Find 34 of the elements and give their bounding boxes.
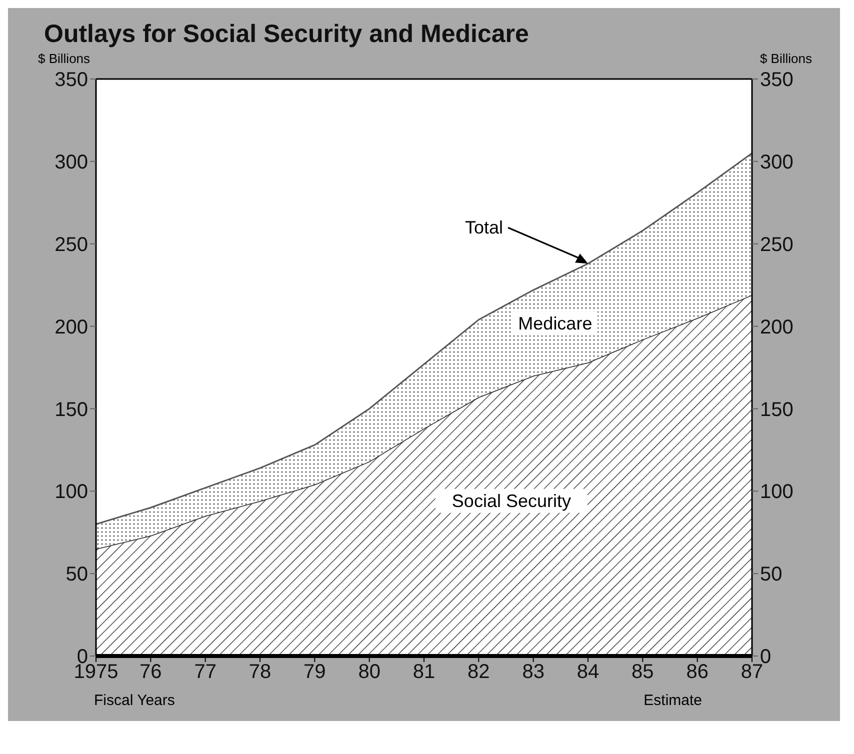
- text: Estimate: [644, 692, 702, 709]
- y-tick-label: 150: [54, 398, 88, 421]
- y-axis-title: $ Billions: [38, 51, 90, 66]
- x-tick-label: 78: [248, 661, 272, 684]
- y-tick-label: 350: [54, 69, 88, 92]
- x-tick-label: 79: [304, 661, 326, 684]
- x-tick-label: 86: [686, 661, 708, 684]
- y2-tick-label: 350: [760, 69, 794, 92]
- x-tick-label: 82: [468, 661, 490, 684]
- y-tick-label: 250: [54, 234, 88, 256]
- series-label: Medicare: [518, 313, 592, 334]
- x-tick-label: 80: [358, 661, 380, 684]
- x-axis-title: Fiscal Years: [94, 692, 175, 709]
- x-tick-label: 85: [632, 661, 654, 684]
- series-label: Social Security: [452, 490, 571, 511]
- y-tick-label: 50: [66, 564, 88, 586]
- y2-tick-label: 250: [760, 234, 794, 256]
- x-tick-label: 87: [740, 661, 764, 684]
- annotation: Total: [464, 218, 503, 238]
- x-tick-label: 77: [194, 661, 216, 684]
- x-tick-label: 83: [522, 661, 544, 684]
- y2-axis-title: $ Billions: [760, 51, 812, 66]
- chart-title: Outlays for Social Security and Medicare: [44, 20, 530, 49]
- y2-tick-label: 200: [760, 316, 794, 338]
- y-tick-label: 200: [54, 316, 88, 338]
- x-tick-label: 84: [576, 661, 600, 684]
- y2-tick-label: 100: [760, 481, 794, 504]
- x-tick-label: 76: [140, 661, 162, 684]
- y2-tick-label: 50: [760, 564, 782, 586]
- y-tick-label: 100: [54, 481, 88, 504]
- y2-tick-label: 150: [760, 398, 794, 421]
- x-tick-label: 81: [412, 661, 436, 684]
- y-tick-label: 300: [54, 152, 88, 174]
- y2-tick-label: 300: [760, 152, 794, 174]
